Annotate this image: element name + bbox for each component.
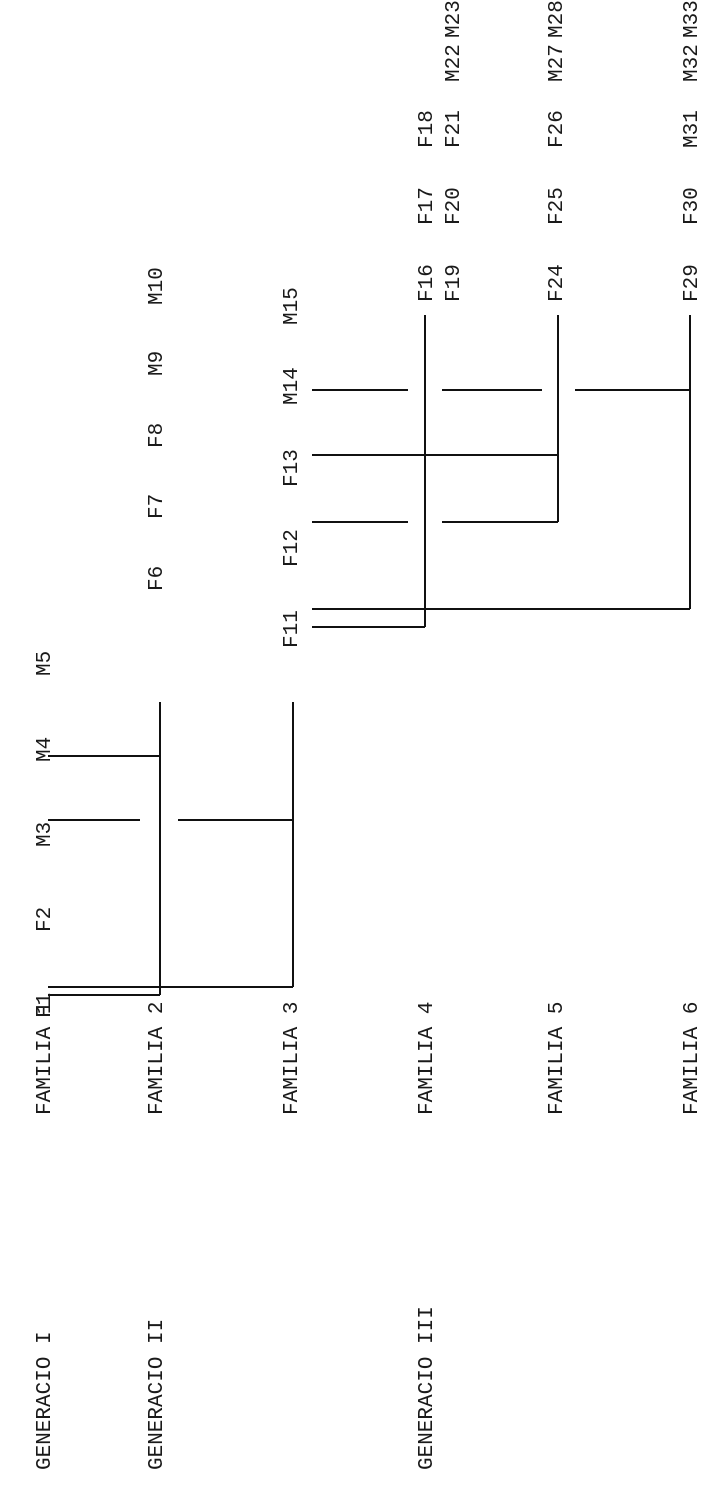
individual-f11: F11 xyxy=(281,610,304,648)
individual-m4: M4 xyxy=(34,737,57,762)
individual-m27: M27 xyxy=(546,44,569,82)
individual-f12: F12 xyxy=(281,529,304,567)
family-label-5: FAMILIA 5 xyxy=(546,1002,569,1115)
individual-m28: M28 xyxy=(546,0,569,38)
individual-m23: M23 xyxy=(443,0,466,38)
individual-m14: M14 xyxy=(281,367,304,405)
individual-m5: M5 xyxy=(34,651,57,676)
individual-f26: F26 xyxy=(546,110,569,148)
individual-m22: M22 xyxy=(443,44,466,82)
individual-m9: M9 xyxy=(146,351,169,376)
individual-m32: M32 xyxy=(681,44,704,82)
individual-f25: F25 xyxy=(546,187,569,225)
family-label-1: FAMILIA 1 xyxy=(34,1002,57,1115)
individual-f21: F21 xyxy=(443,110,466,148)
individual-m15: M15 xyxy=(281,287,304,325)
family-label-6: FAMILIA 6 xyxy=(681,1002,704,1115)
individual-m10: M10 xyxy=(146,267,169,305)
individual-m33: M33 xyxy=(681,0,704,38)
individual-f20: F20 xyxy=(443,187,466,225)
individual-f17: F17 xyxy=(416,187,439,225)
individual-f30: F30 xyxy=(681,187,704,225)
individual-f2: F2 xyxy=(34,907,57,932)
individual-f1: F1 xyxy=(34,993,57,1018)
individual-f19: F19 xyxy=(443,264,466,302)
individual-f8: F8 xyxy=(146,423,169,448)
individual-f29: F29 xyxy=(681,264,704,302)
individual-m3: M3 xyxy=(34,822,57,847)
generation-label-3: GENERACIO III xyxy=(416,1306,439,1470)
individual-f24: F24 xyxy=(546,264,569,302)
generation-label-2: GENERACIO II xyxy=(146,1319,169,1470)
family-label-3: FAMILIA 3 xyxy=(281,1002,304,1115)
individual-f18: F18 xyxy=(416,110,439,148)
individual-f16: F16 xyxy=(416,264,439,302)
individual-m31: M31 xyxy=(681,110,704,148)
individual-f13: F13 xyxy=(281,449,304,487)
generation-label-1: GENERACIO I xyxy=(34,1331,57,1470)
family-label-4: FAMILIA 4 xyxy=(416,1002,439,1115)
family-label-2: FAMILIA 2 xyxy=(146,1002,169,1115)
individual-f7: F7 xyxy=(146,494,169,519)
individual-f6: F6 xyxy=(146,566,169,591)
